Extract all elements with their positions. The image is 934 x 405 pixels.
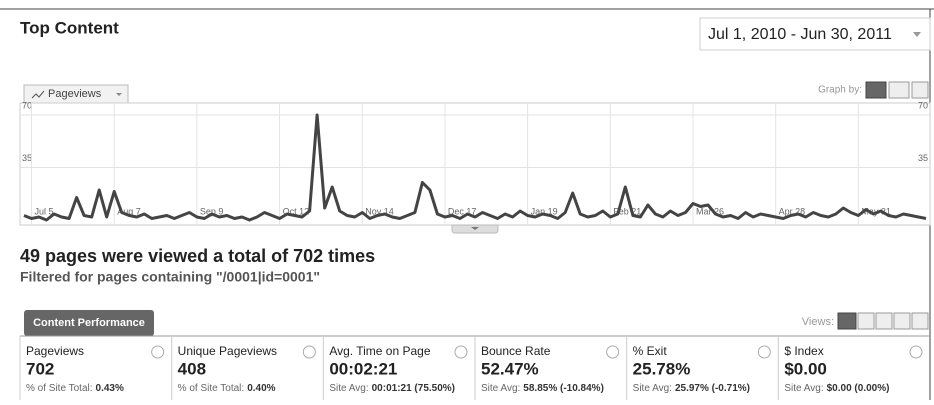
view-table[interactable] bbox=[837, 312, 857, 330]
x-tick-label: Jan 19 bbox=[531, 206, 558, 216]
table-tab-label[interactable]: Content Performance bbox=[33, 317, 145, 329]
note-label: Site Avg: bbox=[633, 383, 672, 394]
x-tick-label: Mar 26 bbox=[696, 206, 724, 216]
metric-name: Unique Pageviews bbox=[178, 344, 277, 358]
date-picker[interactable] bbox=[699, 17, 931, 51]
note-value: 25.97% (-0.71%) bbox=[675, 383, 750, 394]
help-icon bbox=[151, 345, 165, 359]
metric-value: 52.47% bbox=[481, 359, 539, 378]
graph-by-month[interactable] bbox=[911, 81, 929, 99]
x-tick-label: Aug 7 bbox=[117, 206, 141, 216]
help-icon bbox=[302, 345, 316, 359]
x-tick-label: Feb 21 bbox=[613, 206, 641, 216]
view-bar[interactable] bbox=[875, 312, 893, 330]
y-tick-label-right: 35 bbox=[918, 153, 928, 163]
help-icon bbox=[909, 345, 923, 359]
x-tick-label: Nov 14 bbox=[365, 206, 394, 216]
metric-note: Site Avg: 25.97% (-0.71%) bbox=[633, 383, 750, 394]
metric-value: $0.00 bbox=[784, 359, 827, 378]
y-tick-label-right: 70 bbox=[918, 100, 928, 110]
metric-name: Avg. Time on Page bbox=[329, 344, 431, 358]
note-label: Site Avg: bbox=[784, 383, 823, 394]
view-compare[interactable] bbox=[893, 312, 911, 330]
help-icon bbox=[757, 345, 771, 359]
chart: 35 35 70 70 Jul 5 Aug 7 Sep 9 Oct 12 Nov 14 Dec 1… bbox=[19, 100, 931, 226]
metric-note: Site Avg: 58.85% (-10.84%) bbox=[481, 383, 604, 394]
y-tick-label: 35 bbox=[22, 153, 32, 163]
x-tick-label: Sep 9 bbox=[200, 206, 224, 216]
page-title: Top Content bbox=[20, 18, 119, 37]
metric-note: % of Site Total: 0.43% bbox=[26, 383, 124, 394]
summary-heading: 49 pages were viewed a total of 702 time… bbox=[20, 246, 375, 266]
dropdown-arrow bbox=[913, 32, 921, 37]
view-pivot[interactable] bbox=[911, 312, 929, 330]
note-label: % of Site Total: bbox=[26, 383, 93, 394]
note-label: Site Avg: bbox=[329, 383, 368, 394]
help-icon bbox=[454, 345, 468, 359]
metric-value: 408 bbox=[178, 359, 206, 378]
views-label: Views: bbox=[802, 316, 834, 328]
note-value: 0.43% bbox=[96, 383, 124, 394]
tab-arrow bbox=[116, 93, 122, 96]
plot-area bbox=[19, 102, 931, 226]
x-tick-label: Oct 12 bbox=[283, 206, 310, 216]
metric-note: % of Site Total: 0.40% bbox=[178, 383, 276, 394]
metric-name: Pageviews bbox=[26, 344, 84, 358]
handle-arrow bbox=[471, 227, 479, 230]
note-value: $0.00 (0.00%) bbox=[827, 383, 890, 394]
x-tick-label: Dec 17 bbox=[448, 206, 477, 216]
note-label: Site Avg: bbox=[481, 383, 520, 394]
metric-name: % Exit bbox=[633, 344, 668, 358]
metric-name: Bounce Rate bbox=[481, 344, 551, 358]
x-tick-label: Jul 5 bbox=[35, 206, 54, 216]
date-range[interactable]: Jul 1, 2010 - Jun 30, 2011 bbox=[708, 26, 892, 43]
pageviews-line bbox=[23, 113, 927, 222]
graph-by-week[interactable] bbox=[888, 81, 910, 99]
note-value: 00:01:21 (75.50%) bbox=[372, 383, 455, 394]
graph-tab-label[interactable]: Pageviews bbox=[48, 88, 102, 100]
graph-by-label: Graph by: bbox=[818, 85, 862, 96]
summary-filter: Filtered for pages containing "/0001|id=… bbox=[20, 269, 320, 285]
metric-value: 00:02:21 bbox=[329, 359, 397, 378]
table-tab[interactable] bbox=[24, 310, 154, 336]
note-value: 58.85% (-10.84%) bbox=[523, 383, 604, 394]
metric-name: $ Index bbox=[784, 344, 823, 358]
metric-note: Site Avg: 00:01:21 (75.50%) bbox=[329, 383, 455, 394]
metric-note: Site Avg: $0.00 (0.00%) bbox=[784, 383, 889, 394]
metric-value: 702 bbox=[26, 359, 54, 378]
tab-icon bbox=[31, 90, 45, 99]
graph-by-day[interactable] bbox=[865, 81, 887, 99]
x-tick-label: Apr 28 bbox=[779, 206, 806, 216]
note-value: 0.40% bbox=[247, 383, 275, 394]
help-icon bbox=[606, 345, 620, 359]
view-pie[interactable] bbox=[857, 312, 875, 330]
note-label: % of Site Total: bbox=[178, 383, 245, 394]
metric-value: 25.78% bbox=[633, 359, 691, 378]
y-tick-label: 70 bbox=[22, 100, 32, 110]
